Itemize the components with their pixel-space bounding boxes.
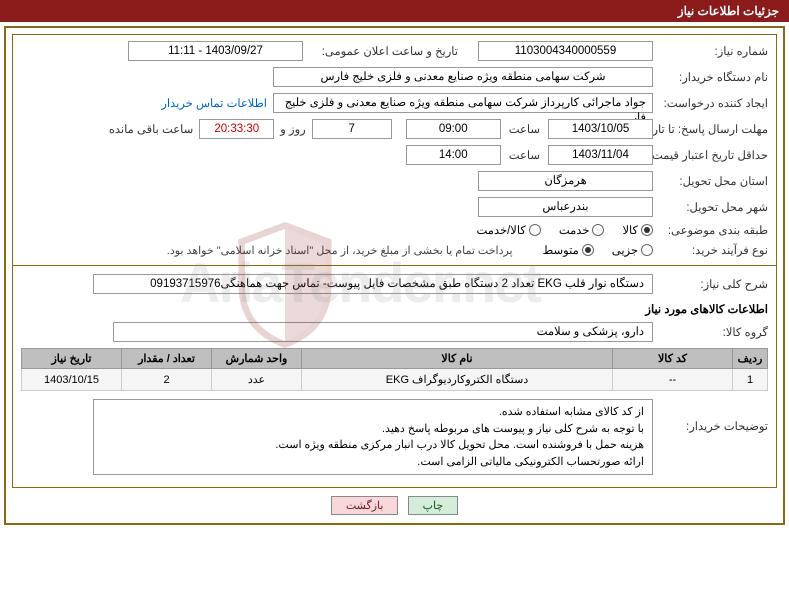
group-value: دارو، پزشکی و سلامت [113, 322, 653, 342]
buyer-notes-line1: از کد کالای مشابه استفاده شده. [102, 404, 644, 421]
back-button[interactable]: بازگشت [331, 496, 399, 515]
td-name: دستگاه الکتروکاردیوگراف EKG [302, 369, 613, 391]
deadline-send-date: 1403/10/05 [548, 119, 653, 139]
countdown-timer: 20:33:30 [199, 119, 274, 139]
radio-goods[interactable]: کالا [622, 223, 653, 237]
print-button[interactable]: چاپ [408, 496, 459, 515]
buyer-org-label: نام دستگاه خریدار: [653, 70, 768, 84]
radio-goods-service-icon [529, 224, 541, 236]
th-name: نام کالا [302, 349, 613, 369]
goods-info-title: اطلاعات کالاهای مورد نیاز [21, 302, 768, 316]
price-valid-time: 14:00 [406, 145, 501, 165]
th-code: کد کالا [613, 349, 733, 369]
goods-table: ردیف کد کالا نام کالا واحد شمارش تعداد /… [21, 348, 768, 391]
price-valid-date: 1403/11/04 [548, 145, 653, 165]
buyer-notes-line4: ارائه صورتحساب الکترونیکی مالیاتی الزامی… [102, 454, 644, 471]
radio-goods-icon [641, 224, 653, 236]
radio-medium-label: متوسط [543, 243, 579, 257]
announce-label: تاریخ و ساعت اعلان عمومی: [303, 44, 458, 58]
days-remaining: 7 [312, 119, 392, 139]
th-row: ردیف [733, 349, 768, 369]
requester-value: جواد ماجرائی کارپرداز شرکت سهامی منطقه و… [273, 93, 653, 113]
radio-partial[interactable]: جزیی [612, 243, 653, 257]
deadline-send-time: 09:00 [406, 119, 501, 139]
delivery-city-value: بندرعباس [478, 197, 653, 217]
page-header: جزئیات اطلاعات نیاز [0, 0, 789, 22]
radio-service-icon [592, 224, 604, 236]
days-and-label: روز و [274, 122, 311, 136]
th-qty: تعداد / مقدار [122, 349, 212, 369]
group-label: گروه کالا: [653, 325, 768, 339]
buyer-org-value: شرکت سهامی منطقه ویژه صنایع معدنی و فلزی… [273, 67, 653, 87]
radio-partial-label: جزیی [612, 243, 638, 257]
radio-service[interactable]: خدمت [559, 223, 605, 237]
need-number-label: شماره نیاز: [653, 44, 768, 58]
button-row: چاپ بازگشت [12, 488, 777, 517]
table-row: 1 -- دستگاه الکتروکاردیوگراف EKG عدد 2 1… [22, 369, 768, 391]
requester-label: ایجاد کننده درخواست: [653, 96, 768, 110]
buyer-contact-link[interactable]: اطلاعات تماس خریدار [161, 96, 267, 110]
delivery-city-label: شهر محل تحویل: [653, 200, 768, 214]
buyer-notes-label: توضیحات خریدار: [653, 399, 768, 433]
buyer-notes-line3: هزینه حمل با فروشنده است. محل تحویل کالا… [102, 437, 644, 454]
category-radio-group: کالا خدمت کالا/خدمت [477, 223, 654, 237]
delivery-province-value: هرمزگان [478, 171, 653, 191]
td-qty: 2 [122, 369, 212, 391]
desc-value: دستگاه نوار قلب EKG تعداد 2 دستگاه طبق م… [93, 274, 653, 294]
radio-goods-service-label: کالا/خدمت [477, 223, 526, 237]
td-unit: عدد [212, 369, 302, 391]
td-date: 1403/10/15 [22, 369, 122, 391]
radio-partial-icon [641, 244, 653, 256]
inner-frame: AriaTender.net شماره نیاز: 1103004340000… [12, 34, 777, 488]
th-unit: واحد شمارش [212, 349, 302, 369]
announce-value: 1403/09/27 - 11:11 [128, 41, 303, 61]
desc-label: شرح کلی نیاز: [653, 277, 768, 291]
time-label-1: ساعت [501, 122, 548, 136]
buyer-notes-text: از کد کالای مشابه استفاده شده. با توجه ب… [93, 399, 653, 475]
th-date: تاریخ نیاز [22, 349, 122, 369]
need-number-value: 1103004340000559 [478, 41, 653, 61]
time-label-2: ساعت [501, 148, 548, 162]
outer-frame: AriaTender.net شماره نیاز: 1103004340000… [4, 26, 785, 525]
radio-medium[interactable]: متوسط [543, 243, 594, 257]
radio-goods-service[interactable]: کالا/خدمت [477, 223, 541, 237]
delivery-province-label: استان محل تحویل: [653, 174, 768, 188]
deadline-send-label: مهلت ارسال پاسخ: تا تاریخ: [653, 122, 768, 136]
radio-goods-label: کالا [622, 223, 638, 237]
process-radio-group: جزیی متوسط [543, 243, 653, 257]
category-label: طبقه بندی موضوعی: [653, 223, 768, 237]
process-note: پرداخت تمام یا بخشی از مبلغ خرید، از محل… [167, 244, 513, 257]
remaining-suffix: ساعت باقی مانده [105, 122, 199, 136]
price-valid-label: حداقل تاریخ اعتبار قیمت: تا تاریخ: [653, 148, 768, 162]
buyer-notes-line2: با توجه به شرح کلی نیاز و پیوست های مربو… [102, 421, 644, 438]
radio-medium-icon [582, 244, 594, 256]
process-label: نوع فرآیند خرید: [653, 243, 768, 257]
td-row: 1 [733, 369, 768, 391]
radio-service-label: خدمت [559, 223, 590, 237]
td-code: -- [613, 369, 733, 391]
